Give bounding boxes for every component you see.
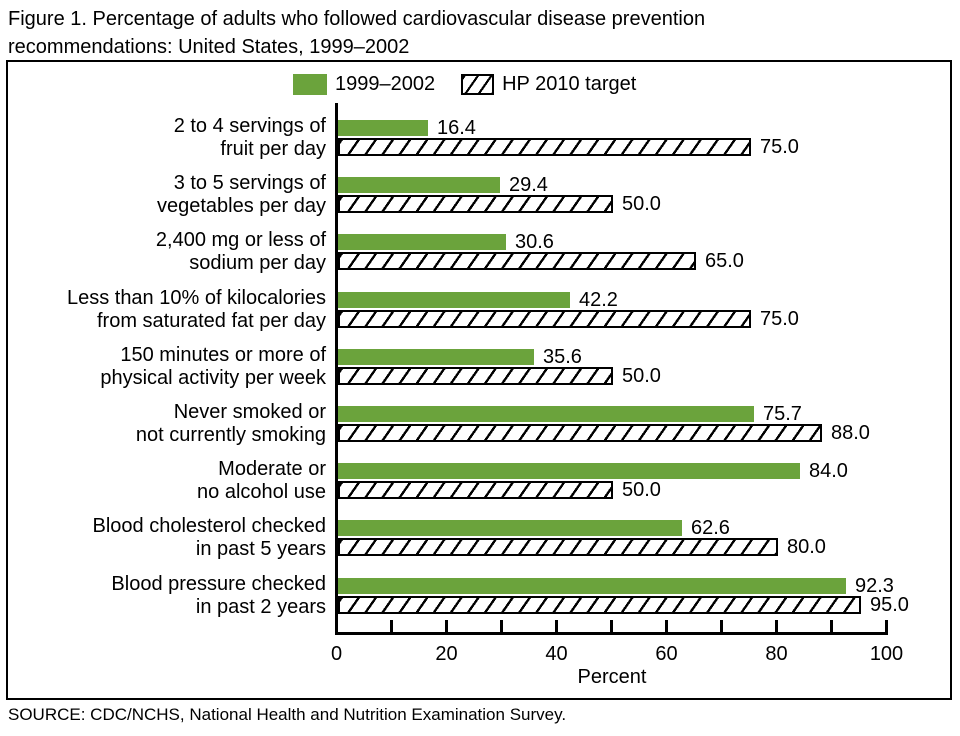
- bar-hp-2010-target: [338, 481, 613, 500]
- value-label-hp-2010-target: 95.0: [870, 593, 909, 616]
- chart-legend: 1999–2002 HP 2010 target: [293, 72, 636, 96]
- axis-tick-70: [720, 620, 723, 632]
- category-label: 150 minutes or more of physical activity…: [100, 343, 326, 389]
- bar-group-6: Never smoked or not currently smoking 75.…: [8, 392, 950, 449]
- axis-tick-label-20: 20: [435, 643, 458, 665]
- bar-1999-2002: [338, 520, 682, 537]
- axis-tick-40: [555, 620, 558, 632]
- bar-hp-2010-target: [338, 309, 751, 328]
- axis-tick-60: [665, 620, 668, 632]
- bar-1999-2002: [338, 177, 500, 194]
- legend-label-hp-2010-target: HP 2010 target: [502, 72, 637, 95]
- x-axis-line: [335, 632, 888, 635]
- bar-1999-2002: [338, 463, 800, 480]
- bar-group-8: Blood cholesterol checked in past 5 year…: [8, 506, 950, 563]
- bar-group-4: Less than 10% of kilocalories from satur…: [8, 278, 950, 335]
- axis-tick-label-40: 40: [545, 643, 568, 665]
- bar-group-9: Blood pressure checked in past 2 years 92…: [8, 564, 950, 621]
- bar-hp-2010-target: [338, 595, 861, 614]
- axis-tick-label-80: 80: [765, 643, 788, 665]
- category-label: Never smoked or not currently smoking: [135, 401, 326, 446]
- axis-tick-label-100: 100: [869, 643, 904, 665]
- axis-tick-80: [775, 620, 778, 632]
- category-label: Moderate or no alcohol use: [197, 458, 326, 504]
- axis-tick-100: [885, 620, 888, 632]
- bar-hp-2010-target: [338, 195, 613, 214]
- value-label-hp-2010-target: 50.0: [622, 364, 661, 387]
- bar-1999-2002: [338, 120, 428, 136]
- value-label-1999-2002: 92.3: [855, 574, 894, 597]
- source-note: SOURCE: CDC/NCHS, National Health and Nu…: [8, 705, 567, 724]
- value-label-1999-2002: 35.6: [543, 345, 582, 368]
- category-label: Blood cholesterol checked in past 5 year…: [92, 515, 326, 561]
- bar-group-3: 2,400 mg or less of sodium per day 30.6 65…: [8, 220, 950, 277]
- bar-group-7: Moderate or no alcohol use 84.0 50.0: [8, 449, 950, 506]
- category-label: 3 to 5 servings of vegetables per day: [156, 172, 326, 218]
- y-axis-line: [335, 103, 338, 635]
- plot-area: 2 to 4 servings of fruit per day 16.4 75.0…: [8, 62, 950, 698]
- axis-tick-10: [390, 620, 393, 632]
- value-label-hp-2010-target: 75.0: [760, 307, 799, 330]
- axis-tick-90: [830, 620, 833, 632]
- category-label: Blood pressure checked in past 2 years: [111, 572, 326, 618]
- value-label-1999-2002: 16.4: [437, 117, 476, 139]
- category-label: 2 to 4 servings of fruit per day: [173, 115, 326, 160]
- bar-hp-2010-target: [338, 366, 613, 385]
- value-label-hp-2010-target: 50.0: [622, 479, 661, 502]
- axis-tick-30: [500, 620, 503, 632]
- value-label-1999-2002: 30.6: [515, 231, 554, 254]
- bar-1999-2002: [338, 234, 506, 251]
- figure-title: Figure 1. Percentage of adults who follo…: [8, 5, 908, 61]
- figure-title-line1: Figure 1. Percentage of adults who follo…: [8, 8, 706, 30]
- bar-group-2: 3 to 5 servings of vegetables per day 29.…: [8, 163, 950, 220]
- value-label-1999-2002: 42.2: [579, 288, 618, 311]
- bar-hp-2010-target: [338, 252, 696, 271]
- value-label-hp-2010-target: 80.0: [787, 536, 826, 559]
- value-label-1999-2002: 75.7: [763, 403, 802, 425]
- chart-frame: 1999–2002 HP 2010 target 2 to 4 servings…: [6, 60, 952, 700]
- value-label-1999-2002: 84.0: [809, 460, 848, 483]
- x-axis-title: Percent: [577, 666, 647, 688]
- axis-tick-20: [445, 620, 448, 632]
- value-label-hp-2010-target: 75.0: [760, 136, 799, 158]
- value-label-hp-2010-target: 50.0: [622, 193, 661, 216]
- category-label: 2,400 mg or less of sodium per day: [155, 229, 326, 275]
- bar-group-5: 150 minutes or more of physical activity…: [8, 335, 950, 392]
- bar-hp-2010-target: [338, 424, 822, 442]
- axis-tick-label-60: 60: [655, 643, 678, 665]
- legend-swatch-1999-2002: [293, 73, 327, 95]
- value-label-hp-2010-target: 88.0: [831, 422, 870, 444]
- axis-tick-label-0: 0: [330, 643, 343, 665]
- bar-1999-2002: [338, 291, 570, 308]
- bar-hp-2010-target: [338, 538, 778, 557]
- axis-tick-50: [610, 620, 613, 632]
- bar-1999-2002: [338, 406, 754, 422]
- value-label-1999-2002: 62.6: [691, 517, 730, 540]
- legend-swatch-hp-2010-target: [461, 73, 495, 95]
- bar-group-1: 2 to 4 servings of fruit per day 16.4 75.0: [8, 106, 950, 163]
- category-label: Less than 10% of kilocalories from satur…: [66, 286, 326, 332]
- bar-1999-2002: [338, 348, 534, 365]
- value-label-hp-2010-target: 65.0: [705, 250, 744, 273]
- legend-label-1999-2002: 1999–2002: [335, 72, 436, 95]
- bar-1999-2002: [338, 577, 846, 594]
- value-label-1999-2002: 29.4: [509, 174, 548, 197]
- figure-title-line2: recommendations: United States, 1999–200…: [8, 36, 410, 58]
- bar-hp-2010-target: [338, 138, 751, 156]
